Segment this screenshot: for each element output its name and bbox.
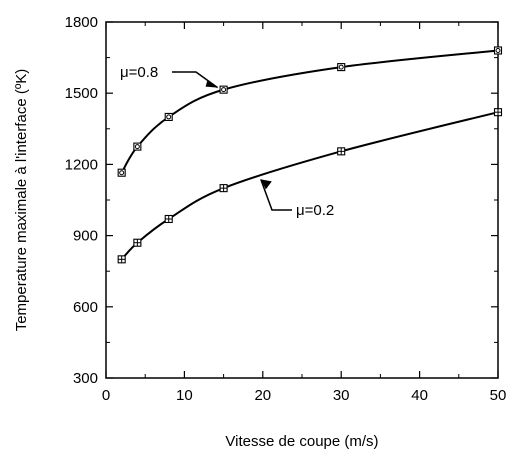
arrowhead-mu-0-2	[260, 179, 272, 190]
annotation-mu-0-2: μ=0.2	[296, 202, 334, 219]
data-point	[493, 46, 503, 55]
data-point	[337, 63, 346, 72]
x-axis-label: Vitesse de coupe (m/s)	[225, 433, 378, 450]
data-point	[219, 85, 228, 94]
x-tick-label: 10	[176, 387, 193, 404]
x-axis-ticks: 0 10 20 30 40 50	[102, 22, 506, 404]
data-point	[117, 255, 126, 264]
y-tick-label: 1200	[65, 156, 98, 173]
data-point	[337, 147, 346, 156]
y-tick-label: 1800	[65, 14, 98, 31]
y-tick-label: 300	[73, 370, 98, 387]
series-line-mu-0-2	[120, 111, 499, 261]
x-tick-label: 50	[490, 387, 506, 404]
series-layer	[117, 46, 503, 264]
data-point	[493, 108, 503, 117]
data-point	[219, 184, 228, 193]
annotation-mu-0-8: μ=0.8	[120, 64, 158, 81]
arrow-mu-0-2	[260, 179, 292, 211]
x-tick-label: 0	[102, 387, 110, 404]
y-tick-label: 1500	[65, 85, 98, 102]
data-point	[133, 142, 142, 151]
y-axis-label: Temperature maximale à l'interface (ºK)	[13, 69, 30, 332]
x-tick-label: 20	[254, 387, 271, 404]
y-tick-label: 900	[73, 228, 98, 245]
annotation-layer: μ=0.8 μ=0.2	[120, 64, 334, 219]
x-tick-label: 30	[333, 387, 350, 404]
data-point	[117, 168, 126, 177]
x-tick-label: 40	[411, 387, 428, 404]
y-axis-ticks: 300 600 900 1200 1500 1800	[65, 14, 498, 387]
data-point	[164, 112, 173, 121]
data-point	[133, 238, 142, 247]
arrowhead-mu-0-8	[205, 79, 218, 88]
plot-frame	[105, 21, 499, 379]
data-point	[164, 214, 173, 224]
y-tick-label: 600	[73, 299, 98, 316]
series-line-mu-0-8	[120, 49, 499, 174]
